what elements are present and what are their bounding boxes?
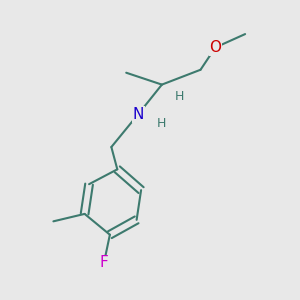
Text: H: H: [175, 90, 184, 103]
Text: F: F: [100, 255, 108, 270]
Text: N: N: [132, 107, 144, 122]
Text: H: H: [157, 117, 167, 130]
Text: O: O: [209, 40, 221, 55]
